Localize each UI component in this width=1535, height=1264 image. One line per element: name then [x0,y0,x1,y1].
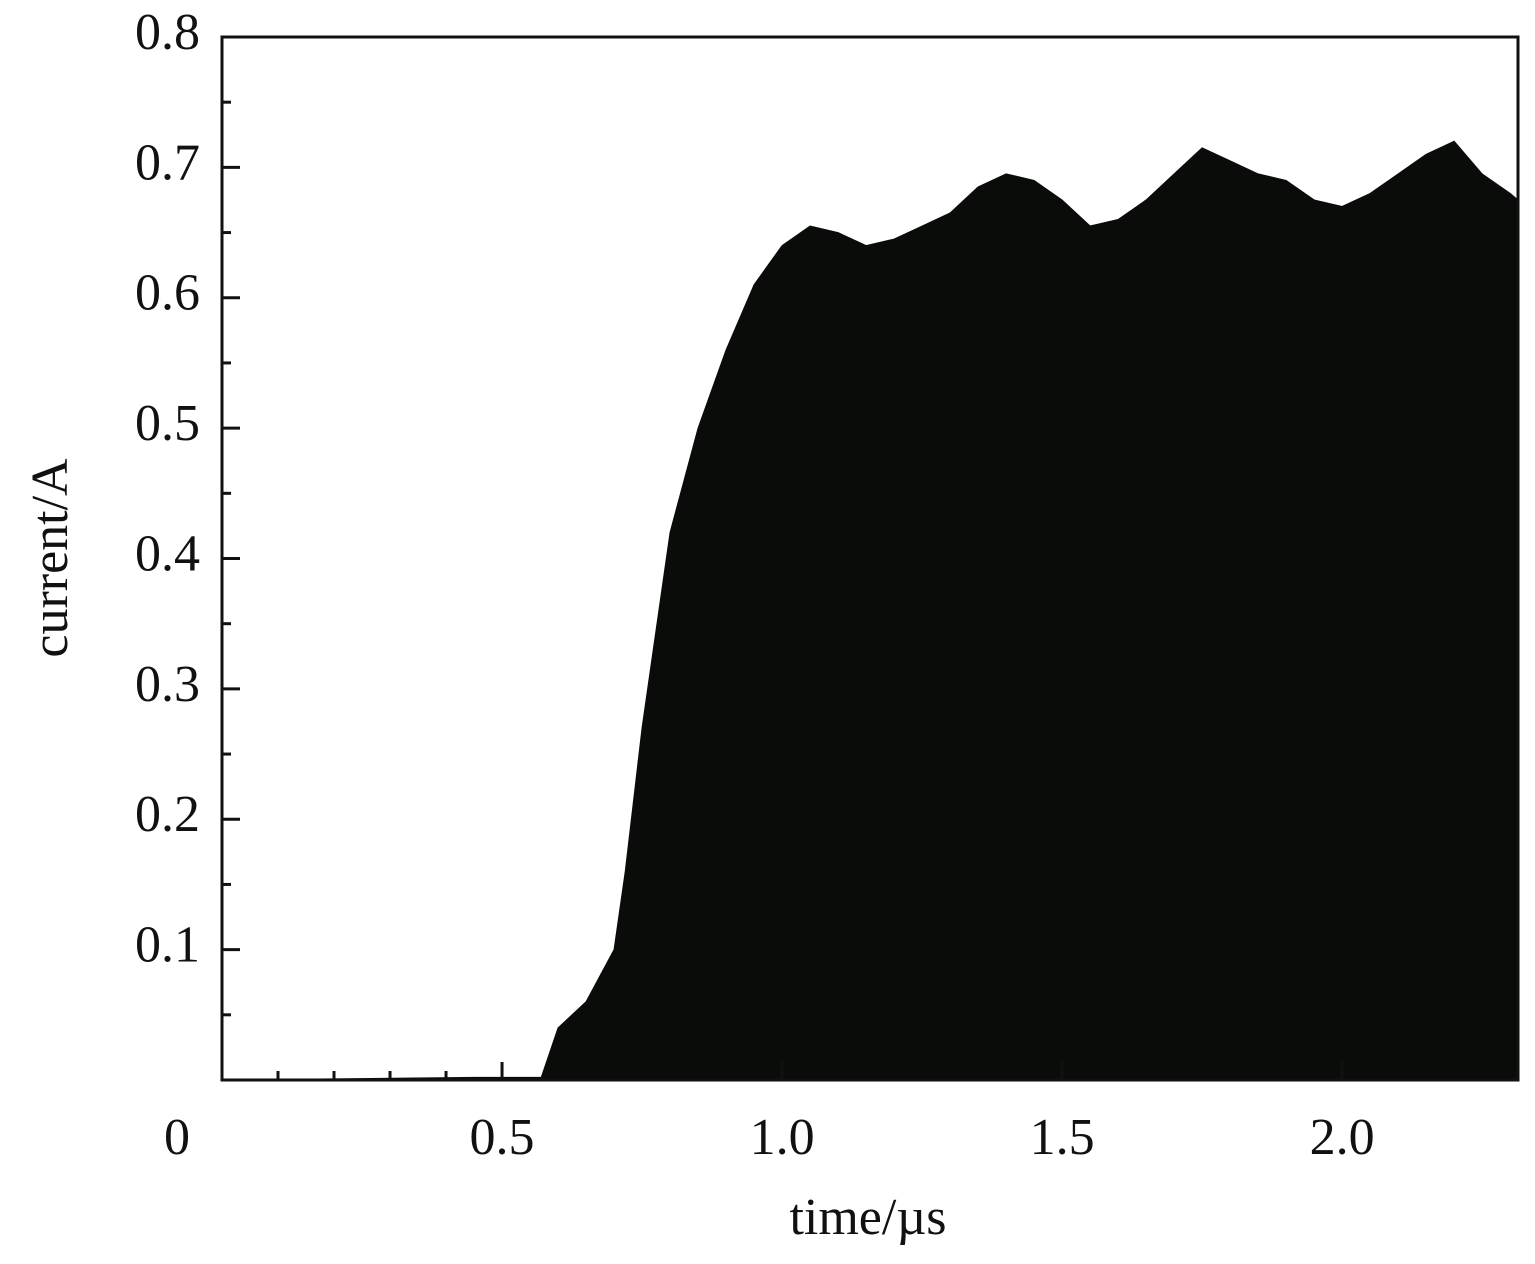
x-tick-label: 2.0 [1310,1109,1375,1166]
y-tick-label: 0.6 [135,265,200,322]
y-tick-label: 0.2 [135,786,200,843]
x-tick-label: 0.5 [470,1109,535,1166]
y-axis-label: current/A [22,458,79,658]
x-tick-label: 0 [164,1109,190,1166]
y-tick-label: 0.1 [135,917,200,974]
x-tick-label: 1.5 [1030,1109,1095,1166]
x-tick-label: 1.0 [750,1109,815,1166]
y-tick-label: 0.3 [135,656,200,713]
y-tick-label: 0.4 [135,525,200,582]
y-tick-label: 0.7 [135,134,200,191]
y-tick-label: 0.5 [135,395,200,452]
x-axis-label: time/µs [789,1189,946,1246]
area [221,140,1519,1081]
y-tick-label: 0.8 [135,4,200,61]
